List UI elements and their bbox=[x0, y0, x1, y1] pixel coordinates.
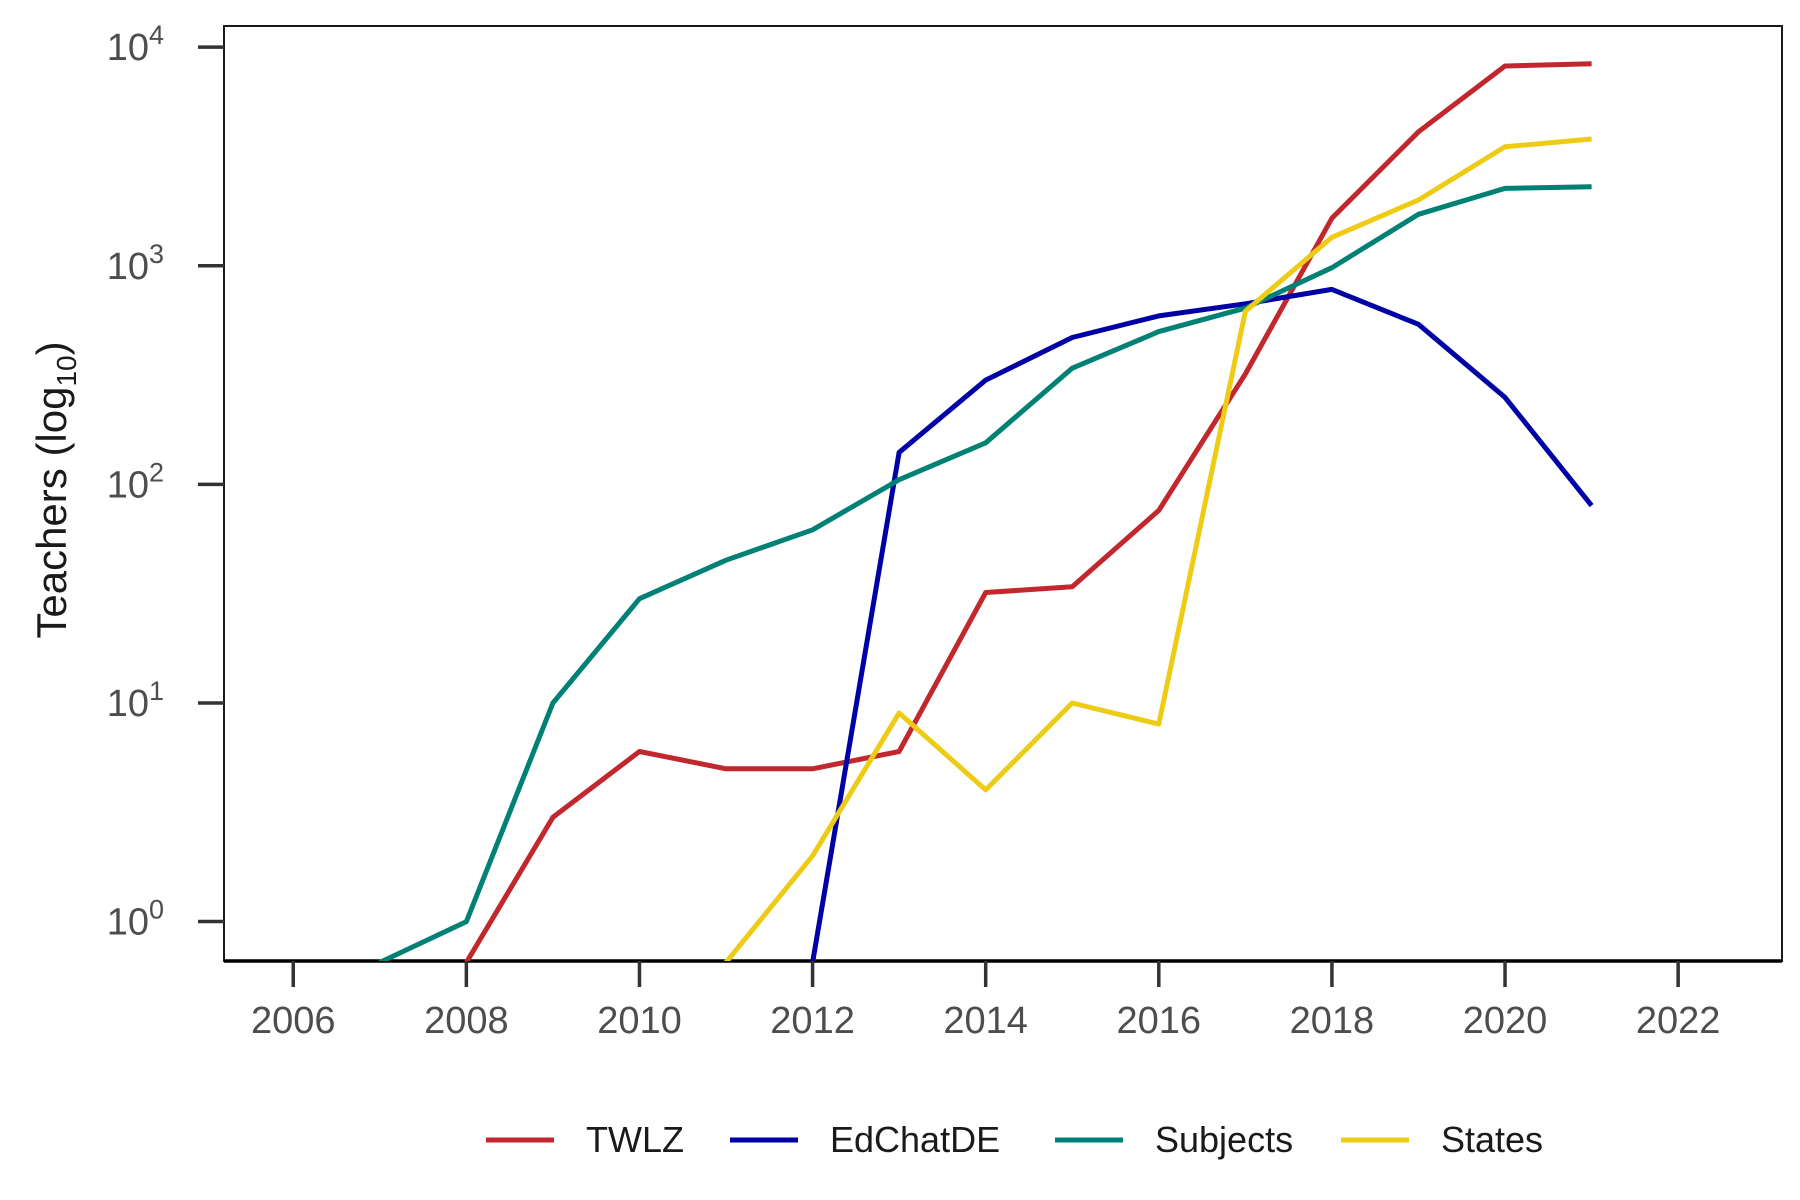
y-axis-title: Teachers (log10) bbox=[28, 341, 82, 638]
plot-area bbox=[223, 25, 1783, 963]
y-tick-label: 100 bbox=[107, 895, 164, 944]
y-tick-label: 103 bbox=[107, 239, 164, 288]
x-tick-label: 2022 bbox=[1636, 1000, 1721, 1042]
series-line-states bbox=[724, 136, 1592, 961]
series-line-twlz bbox=[464, 61, 1592, 961]
x-tick-label: 2016 bbox=[1117, 1000, 1202, 1042]
y-axis: 100 101 102 103 104 bbox=[107, 20, 224, 944]
x-tick-label: 2018 bbox=[1290, 1000, 1375, 1042]
series-line-edchatde bbox=[810, 286, 1594, 961]
series-lines bbox=[378, 61, 1594, 961]
legend-label-states: States bbox=[1441, 1119, 1543, 1160]
x-tick-label: 2012 bbox=[770, 1000, 855, 1042]
legend: TWLZ EdChatDE Subjects States bbox=[486, 1119, 1543, 1160]
x-tick-label: 2014 bbox=[943, 1000, 1028, 1042]
x-tick-label: 2020 bbox=[1463, 1000, 1548, 1042]
x-tick-label: 2010 bbox=[597, 1000, 682, 1042]
y-tick-label: 102 bbox=[107, 457, 164, 506]
x-tick-label: 2008 bbox=[424, 1000, 509, 1042]
legend-label-edchatde: EdChatDE bbox=[830, 1119, 1000, 1160]
y-tick-label: 101 bbox=[107, 676, 164, 725]
x-axis: 2006 2008 2010 2012 2014 2016 2018 2020 2022 bbox=[251, 961, 1720, 1042]
plot-border bbox=[223, 25, 1783, 962]
series-line-subjects bbox=[378, 184, 1592, 961]
legend-label-twlz: TWLZ bbox=[586, 1119, 684, 1160]
x-tick-label: 2006 bbox=[251, 1000, 336, 1042]
y-tick-label: 104 bbox=[107, 20, 164, 69]
legend-label-subjects: Subjects bbox=[1155, 1119, 1293, 1160]
